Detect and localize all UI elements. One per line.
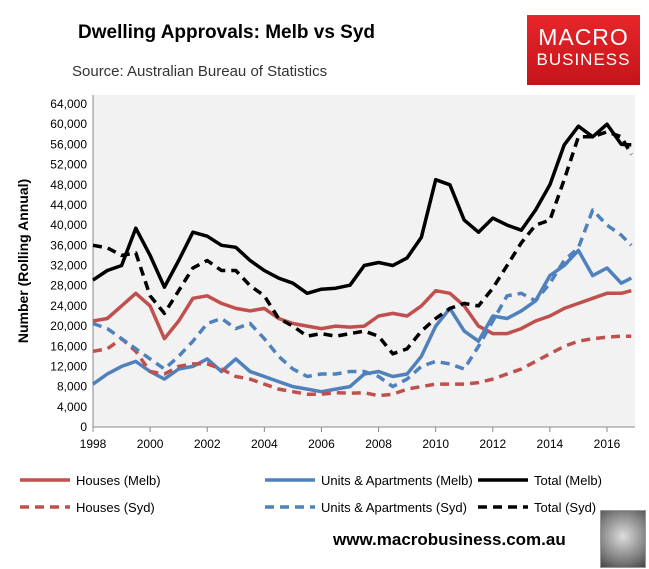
legend-label: Total (Melb) xyxy=(534,473,602,488)
legend-label: Houses (Syd) xyxy=(76,500,155,515)
chart-source: Source: Australian Bureau of Statistics xyxy=(72,63,328,80)
y-tick-label: 44,000 xyxy=(50,198,87,212)
legend-label: Units & Apartments (Syd) xyxy=(321,500,467,515)
x-tick-label: 2010 xyxy=(422,437,449,451)
y-tick-label: 56,000 xyxy=(50,137,87,151)
x-tick-label: 2012 xyxy=(479,437,506,451)
x-tick-label: 2004 xyxy=(251,437,278,451)
x-tick-label: 2006 xyxy=(308,437,335,451)
y-tick-label: 28,000 xyxy=(50,279,87,293)
logo-line1: MACRO xyxy=(538,24,629,50)
y-tick-label: 32,000 xyxy=(50,259,87,273)
y-tick-label: 12,000 xyxy=(50,359,87,373)
x-tick-label: 1998 xyxy=(80,437,107,451)
legend-item: Houses (Melb) xyxy=(20,473,161,488)
series-line-houses-syd xyxy=(92,334,632,398)
x-tick-label: 2002 xyxy=(194,437,221,451)
y-axis-label: Number (Rolling Annual) xyxy=(15,179,31,343)
y-tick-label: 20,000 xyxy=(50,319,87,333)
legend-item: Houses (Syd) xyxy=(20,500,155,515)
series-line-units-apartments-melb xyxy=(91,248,633,394)
macrobusiness-logo: MACRO BUSINESS xyxy=(527,15,640,85)
logo-line2: BUSINESS xyxy=(536,50,631,69)
legend-label: Total (Syd) xyxy=(534,500,596,515)
series-line-total-melb xyxy=(92,122,632,296)
chart-title: Dwelling Approvals: Melb vs Syd xyxy=(78,22,376,43)
legend-item: Units & Apartments (Syd) xyxy=(265,500,467,515)
y-tick-label: 8,000 xyxy=(57,380,87,394)
y-tick-label: 48,000 xyxy=(50,178,87,192)
x-tick-label: 2014 xyxy=(537,437,564,451)
series-line-units-apartments-syd xyxy=(92,208,633,389)
legend-label: Houses (Melb) xyxy=(76,473,161,488)
legend-item: Units & Apartments (Melb) xyxy=(265,473,473,488)
wolf-logo-image xyxy=(600,510,646,568)
series-line-total-syd xyxy=(92,130,633,356)
y-tick-label: 0 xyxy=(80,420,87,434)
footer-url: www.macrobusiness.com.au xyxy=(333,530,566,549)
y-tick-label: 52,000 xyxy=(50,158,87,172)
legend-item: Total (Syd) xyxy=(478,500,596,515)
plot-area xyxy=(93,95,635,427)
x-tick-label: 2008 xyxy=(365,437,392,451)
y-tick-label: 16,000 xyxy=(50,339,87,353)
legend-item: Total (Melb) xyxy=(478,473,602,488)
y-tick-label: 40,000 xyxy=(50,218,87,232)
y-tick-label: 60,000 xyxy=(50,117,87,131)
x-tick-label: 2000 xyxy=(137,437,164,451)
series-line-houses-melb xyxy=(92,288,632,341)
legend-label: Units & Apartments (Melb) xyxy=(321,473,473,488)
y-tick-label: 4,000 xyxy=(57,400,87,414)
y-tick-label: 64,000 xyxy=(50,97,87,111)
y-tick-label: 36,000 xyxy=(50,238,87,252)
x-tick-label: 2016 xyxy=(594,437,621,451)
y-tick-label: 24,000 xyxy=(50,299,87,313)
